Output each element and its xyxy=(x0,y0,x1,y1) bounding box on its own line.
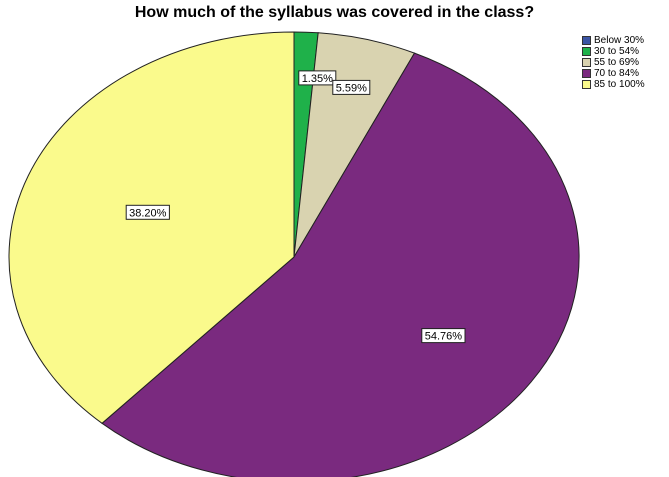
legend-item-70-to-84pct: 70 to 84% xyxy=(582,68,645,79)
legend-label: Below 30% xyxy=(594,35,645,46)
legend-swatch xyxy=(582,80,591,89)
pie-slice-70-to-84pct xyxy=(101,52,580,477)
legend: Below 30% 30 to 54% 55 to 69% 70 to 84% 85 t… xyxy=(582,35,645,90)
legend-swatch xyxy=(582,69,591,78)
chart-title: How much of the syllabus was covered in … xyxy=(134,4,535,21)
svg-text:1.35%: 1.35% xyxy=(302,73,333,85)
data-label-55-to-69pct: 5.59% xyxy=(332,79,371,95)
data-label-30-to-54pct: 1.35% xyxy=(298,70,337,86)
legend-item-30-to-54pct: 30 to 54% xyxy=(582,46,645,57)
data-label-70-to-84pct: 54.76% xyxy=(421,328,466,344)
legend-item-below-30pct: Below 30% xyxy=(582,35,645,46)
legend-swatch xyxy=(582,47,591,56)
legend-label: 70 to 84% xyxy=(594,68,640,79)
data-label-85-to-100pct: 38.20% xyxy=(125,204,170,220)
svg-text:5.59%: 5.59% xyxy=(336,82,367,94)
legend-label: 85 to 100% xyxy=(594,79,645,90)
legend-swatch xyxy=(582,58,591,67)
legend-item-55-to-69pct: 55 to 69% xyxy=(582,57,645,68)
legend-item-85-to-100pct: 85 to 100% xyxy=(582,79,645,90)
legend-label: 55 to 69% xyxy=(594,57,640,68)
svg-text:38.20%: 38.20% xyxy=(129,207,167,219)
legend-swatch xyxy=(582,36,591,45)
svg-text:54.76%: 54.76% xyxy=(425,331,463,343)
pie-slice-85-to-100pct xyxy=(8,31,295,424)
legend-label: 30 to 54% xyxy=(594,46,640,57)
